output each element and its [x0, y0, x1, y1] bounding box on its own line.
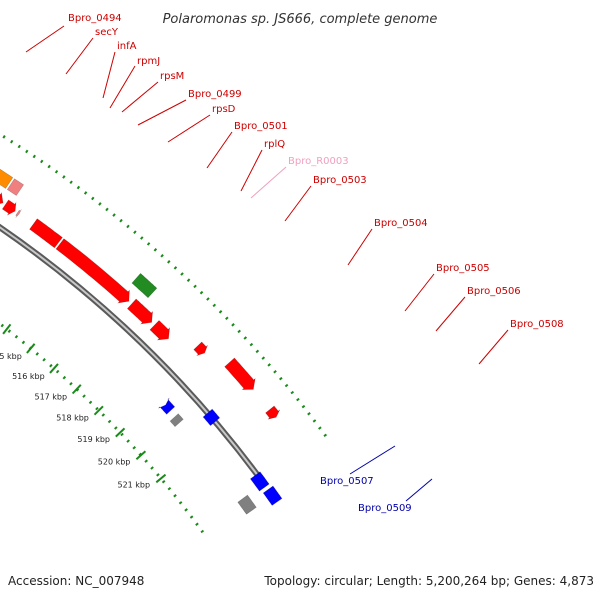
scale-tick-label: 516 kbp	[12, 372, 45, 381]
leader-line-rpmJ	[109, 65, 136, 109]
gene-label-Bpro_0508[interactable]: Bpro_0508	[510, 319, 564, 330]
scale-tick-mark	[2, 323, 12, 335]
gene-Bpro_0509[interactable]	[202, 408, 221, 427]
gene-Bpro_0505[interactable]	[131, 272, 158, 299]
gene-blue-3[interactable]	[262, 485, 283, 506]
gene-downstream-1[interactable]	[265, 405, 281, 420]
leader-line-Bpro_0499	[137, 99, 187, 126]
gene-label-rpmJ[interactable]: rpmJ	[137, 56, 160, 67]
leader-line-infA	[102, 51, 116, 99]
scale-tick-label: 521 kbp	[117, 480, 150, 489]
leader-line-Bpro_0507	[349, 445, 396, 475]
gene-features	[0, 162, 283, 515]
outer-tick-ring	[0, 132, 331, 442]
leader-line-Bpro_0494	[25, 25, 65, 53]
gene-label-Bpro_0499[interactable]: Bpro_0499	[188, 89, 242, 100]
leader-line-Bpro_0501	[206, 131, 233, 169]
gene-upstream-8[interactable]	[1, 199, 17, 216]
gene-gray-2[interactable]	[237, 494, 257, 515]
scale-tick-label: 518 kbp	[56, 413, 89, 422]
scale-tick-label: 519 kbp	[77, 435, 110, 444]
gene-Bpro_R0003[interactable]	[15, 209, 22, 218]
gene-label-Bpro_0501[interactable]: Bpro_0501	[234, 121, 288, 132]
scale-tick-mark	[26, 343, 36, 354]
gene-Bpro_0506[interactable]	[126, 298, 153, 325]
gene-label-Bpro_0504[interactable]: Bpro_0504	[374, 218, 428, 229]
leader-line-Bpro_R0003	[250, 166, 287, 199]
gene-gray-1[interactable]	[169, 413, 184, 428]
scale-tick-mark	[49, 363, 59, 374]
gene-blue-2[interactable]	[249, 471, 270, 492]
leader-line-secY	[65, 37, 94, 75]
gene-label-secY[interactable]: secY	[95, 27, 119, 38]
scale-tick-mark	[115, 427, 126, 438]
gene-label-infA[interactable]: infA	[117, 41, 137, 52]
leader-line-rpsD	[167, 114, 211, 143]
gene-label-Bpro_0509[interactable]: Bpro_0509	[358, 503, 412, 514]
gene-Bpro_0507[interactable]	[158, 397, 176, 415]
gene-Bpro_0508[interactable]	[224, 357, 256, 390]
gene-label-Bpro_R0003[interactable]: Bpro_R0003	[288, 156, 349, 167]
accession-text: Accession: NC_007948	[8, 574, 145, 588]
map-title: Polaromonas sp. JS666, complete genome	[163, 12, 438, 27]
gene-label-Bpro_0507[interactable]: Bpro_0507	[320, 476, 374, 487]
genome-backbone	[0, 223, 269, 489]
scale-tick-label: 517 kbp	[34, 392, 67, 401]
gene-label-rplQ[interactable]: rplQ	[264, 139, 285, 150]
gene-Bpro_0504[interactable]	[55, 238, 130, 304]
gene-upstream-7[interactable]	[0, 183, 4, 205]
gene-label-rpsM[interactable]: rpsM	[160, 71, 184, 82]
gene-Bpro_0501[interactable]	[0, 162, 14, 189]
gene-label-Bpro_0506[interactable]: Bpro_0506	[467, 286, 521, 297]
backbone-highlight	[0, 226, 267, 487]
scale-tick-mark	[155, 473, 167, 484]
gene-label-rpsD[interactable]: rpsD	[212, 104, 236, 115]
gene-label-Bpro_0494[interactable]: Bpro_0494	[68, 13, 122, 24]
scale-tick-label: 515 kbp	[0, 352, 22, 361]
gene-Bpro_0503[interactable]	[29, 218, 63, 249]
leader-line-rpsM	[121, 81, 159, 113]
leader-line-Bpro_0505	[404, 273, 435, 312]
gene-Bpro_0508a[interactable]	[193, 341, 208, 356]
leader-line-Bpro_0508	[478, 329, 509, 365]
topology-text: Topology: circular; Length: 5,200,264 bp…	[264, 574, 594, 588]
scale-labels: 509 kbp510 kbp511 kbp512 kbp513 kbp514 k…	[0, 323, 167, 489]
leader-line-Bpro_0504	[347, 228, 373, 266]
scale-tick-mark	[135, 450, 147, 460]
gene-label-Bpro_0505[interactable]: Bpro_0505	[436, 263, 490, 274]
gene-Bpro_0506b[interactable]	[149, 320, 170, 341]
scale-tick-label: 520 kbp	[98, 458, 131, 467]
leader-line-rplQ	[240, 149, 263, 192]
scale-tick-mark	[71, 384, 82, 395]
leader-line-Bpro_0506	[435, 296, 466, 332]
leader-line-Bpro_0503	[284, 185, 312, 222]
leader-line-Bpro_0509	[405, 478, 433, 502]
gene-rplQ[interactable]	[6, 178, 25, 196]
gene-label-Bpro_0503[interactable]: Bpro_0503	[313, 175, 367, 186]
scale-tick-mark	[93, 405, 104, 416]
